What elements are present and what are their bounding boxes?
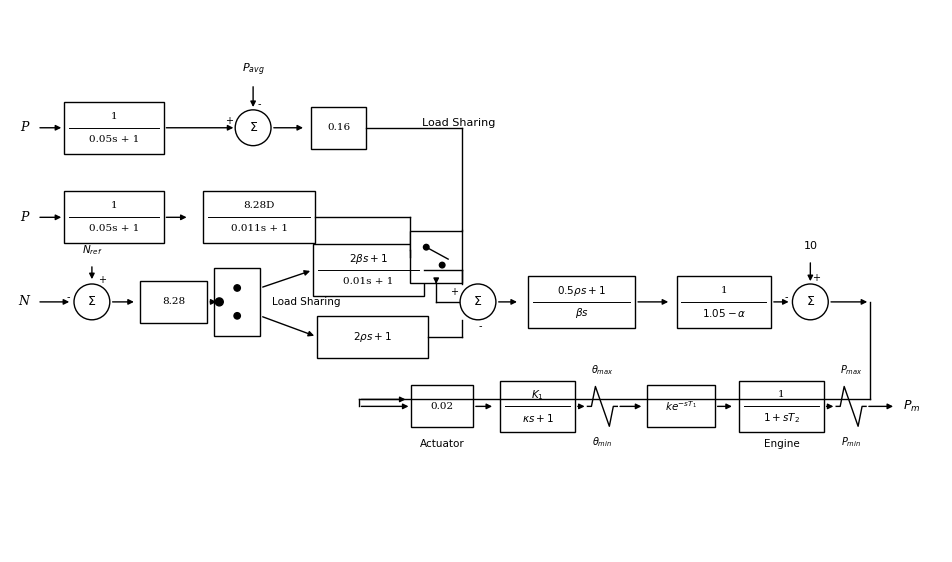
Text: $P_{avg}$: $P_{avg}$ [242, 62, 265, 78]
Text: $P_m$: $P_m$ [902, 399, 921, 414]
Text: $K_1$: $K_1$ [531, 388, 545, 402]
Text: $\theta_{min}$: $\theta_{min}$ [592, 436, 612, 449]
Text: +: + [98, 275, 106, 285]
Text: -: - [478, 321, 482, 331]
Circle shape [215, 298, 224, 306]
Text: $P_{min}$: $P_{min}$ [841, 436, 862, 449]
FancyBboxPatch shape [204, 192, 315, 243]
Text: N: N [19, 296, 30, 309]
Text: 8.28: 8.28 [162, 297, 185, 306]
Text: 1: 1 [110, 112, 117, 121]
Text: 1: 1 [778, 391, 784, 400]
FancyBboxPatch shape [410, 231, 462, 283]
Text: 1: 1 [721, 286, 727, 295]
Circle shape [792, 284, 828, 320]
Text: -: - [67, 292, 69, 302]
FancyBboxPatch shape [214, 268, 260, 336]
Text: 0.05s + 1: 0.05s + 1 [89, 224, 139, 233]
Text: -: - [784, 292, 788, 302]
Text: $\theta_{max}$: $\theta_{max}$ [591, 364, 614, 378]
Circle shape [74, 284, 109, 320]
FancyBboxPatch shape [64, 102, 164, 153]
Text: $P_{max}$: $P_{max}$ [840, 364, 863, 378]
Circle shape [234, 312, 240, 319]
Text: 0.011s + 1: 0.011s + 1 [230, 224, 288, 233]
Text: Load Sharing: Load Sharing [423, 118, 496, 128]
FancyBboxPatch shape [411, 386, 473, 427]
Text: $0.5\rho s + 1$: $0.5\rho s + 1$ [557, 283, 605, 297]
Text: 8.28D: 8.28D [244, 201, 275, 210]
Text: $\beta s$: $\beta s$ [575, 306, 588, 320]
Text: $ke^{-sT_1}$: $ke^{-sT_1}$ [665, 400, 697, 413]
Text: Engine: Engine [764, 439, 800, 449]
FancyBboxPatch shape [501, 380, 575, 432]
FancyBboxPatch shape [527, 276, 635, 328]
Text: $1.05 - \alpha$: $1.05 - \alpha$ [702, 307, 746, 319]
Text: Load Sharing: Load Sharing [271, 297, 340, 307]
Text: $\kappa s + 1$: $\kappa s + 1$ [522, 412, 554, 424]
Text: +: + [450, 287, 458, 297]
Text: P: P [20, 121, 29, 134]
FancyBboxPatch shape [739, 380, 823, 432]
Text: +: + [812, 273, 821, 283]
FancyBboxPatch shape [317, 316, 428, 357]
Text: 0.05s + 1: 0.05s + 1 [89, 135, 139, 144]
Text: $2\beta s + 1$: $2\beta s + 1$ [349, 252, 388, 266]
FancyBboxPatch shape [140, 281, 208, 323]
Circle shape [440, 262, 445, 268]
Circle shape [234, 285, 240, 291]
Text: P: P [20, 211, 29, 224]
Text: $N_{ref}$: $N_{ref}$ [82, 243, 102, 257]
Text: 0.01s + 1: 0.01s + 1 [344, 277, 394, 286]
Text: $\Sigma$: $\Sigma$ [473, 296, 483, 309]
Text: 1: 1 [110, 201, 117, 210]
Circle shape [460, 284, 496, 320]
Circle shape [235, 110, 271, 146]
Circle shape [424, 244, 429, 250]
Text: $2\rho s + 1$: $2\rho s + 1$ [353, 330, 392, 344]
Text: $\Sigma$: $\Sigma$ [88, 296, 96, 309]
FancyBboxPatch shape [64, 192, 164, 243]
FancyBboxPatch shape [647, 386, 715, 427]
Text: 0.02: 0.02 [430, 402, 454, 411]
FancyBboxPatch shape [677, 276, 771, 328]
Text: -: - [257, 99, 261, 109]
Text: +: + [226, 116, 233, 126]
Text: $1 + sT_2$: $1 + sT_2$ [763, 411, 800, 425]
FancyBboxPatch shape [311, 107, 367, 149]
Text: 10: 10 [803, 241, 818, 251]
Text: $\Sigma$: $\Sigma$ [248, 121, 258, 134]
Text: Actuator: Actuator [420, 439, 465, 449]
Text: 0.16: 0.16 [327, 123, 350, 132]
Text: $\Sigma$: $\Sigma$ [805, 296, 815, 309]
FancyBboxPatch shape [313, 244, 425, 296]
